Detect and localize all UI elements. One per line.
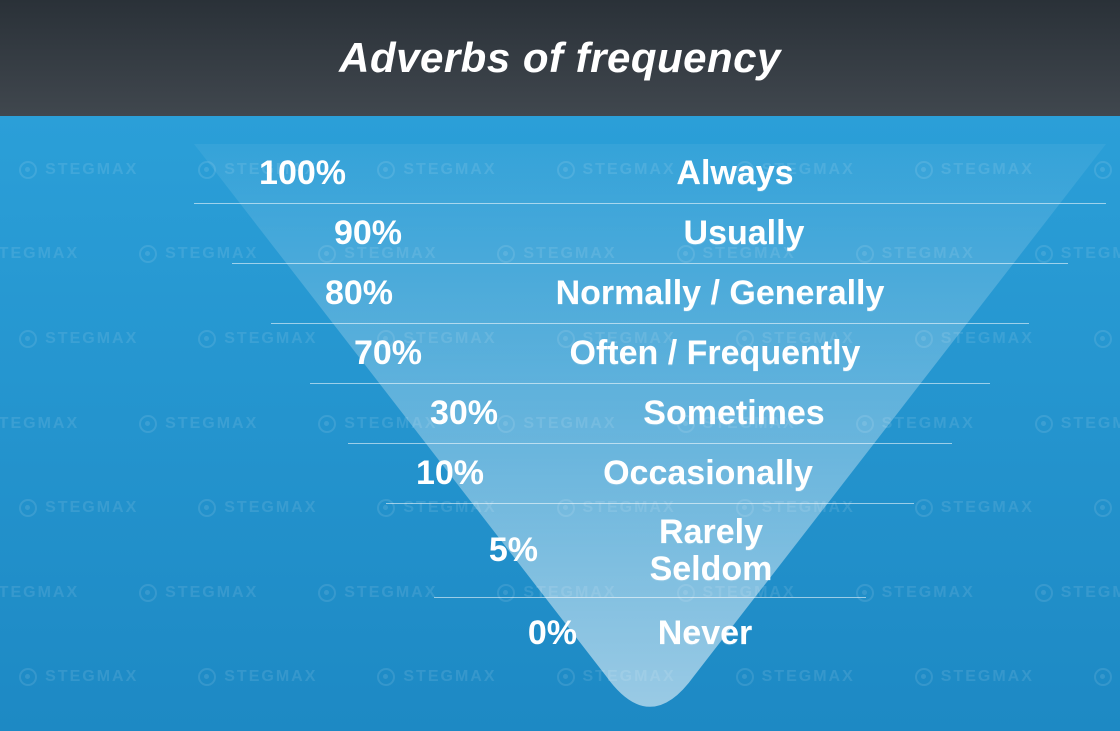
frequency-label-wrap: Occasionally [502,455,914,492]
frequency-label: Always [676,155,793,192]
frequency-label: Usually [684,215,805,252]
frequency-percent: 80% [271,274,411,313]
rows-layer: 100% Always 90% Usually 80% Normally / Genera… [0,116,1120,731]
frequency-label: Occasionally [603,455,813,492]
frequency-label-wrap: Often / Frequently [440,335,990,372]
frequency-label-wrap: Normally / Generally [411,275,1029,312]
frequency-row: 30% Sometimes [348,384,952,444]
frequency-percent: 90% [232,214,420,253]
frequency-percent: 5% [434,531,556,570]
frequency-label: Rarely [659,514,763,551]
frequency-percent: 100% [194,154,364,193]
frequency-label-wrap: Usually [420,215,1068,252]
frequency-label-wrap: RarelySeldom [556,514,866,587]
frequency-row: 0% Never [485,598,815,668]
frequency-row: 10% Occasionally [386,444,914,504]
chart-area: STEGMAXSTEGMAXSTEGMAXSTEGMAXSTEGMAXSTEGM… [0,116,1120,731]
frequency-row: 80% Normally / Generally [271,264,1029,324]
frequency-percent: 0% [485,614,595,653]
frequency-label: Seldom [650,551,773,588]
frequency-percent: 70% [310,334,440,373]
frequency-row: 100% Always [194,144,1106,204]
frequency-label-wrap: Sometimes [516,395,952,432]
frequency-label-wrap: Never [595,615,815,652]
frequency-label: Sometimes [643,395,824,432]
page-title: Adverbs of frequency [339,34,781,82]
frequency-row: 90% Usually [232,204,1068,264]
frequency-label-wrap: Always [364,155,1106,192]
header: Adverbs of frequency [0,0,1120,116]
frequency-label: Never [658,615,753,652]
frequency-percent: 10% [386,454,502,493]
frequency-label: Often / Frequently [570,335,861,372]
frequency-label: Normally / Generally [556,275,885,312]
frequency-percent: 30% [348,394,516,433]
frequency-row: 5%RarelySeldom [434,504,866,598]
frequency-row: 70% Often / Frequently [310,324,990,384]
